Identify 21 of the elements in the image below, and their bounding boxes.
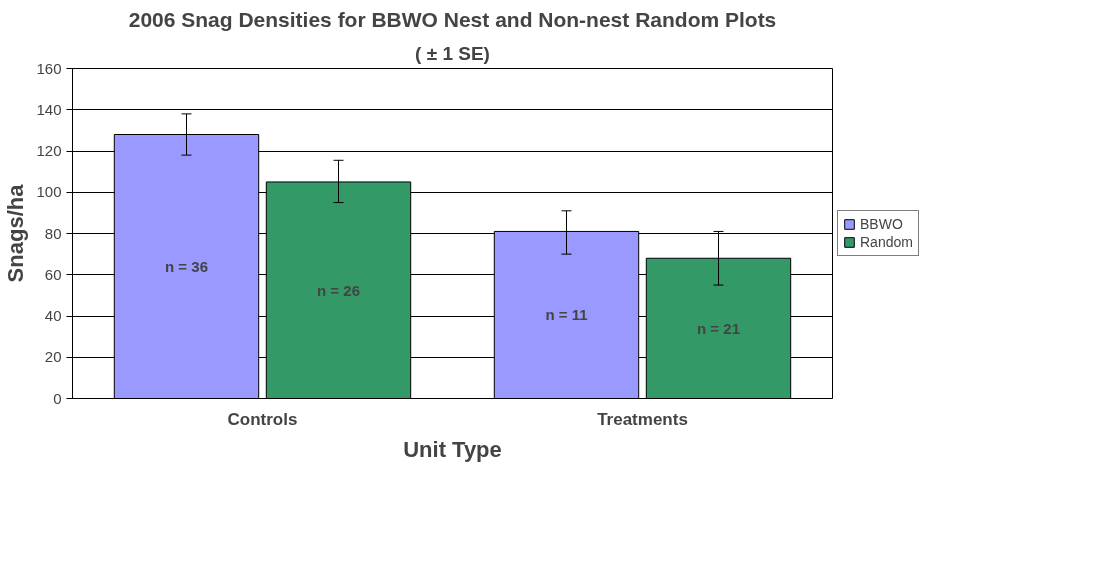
y-axis-title: Snags/ha [3,183,29,283]
y-tick-label: 20 [44,348,62,366]
chart-title: 2006 Snag Densities for BBWO Nest and Non-nest Random Plots [128,7,777,31]
x-tick-label: Treatments [597,409,688,429]
y-tick-label: 0 [53,389,62,407]
x-tick-label: Controls [227,409,298,429]
y-tick-label: 40 [44,307,62,324]
y-tick-label: 160 [36,59,62,77]
x-axis-title: Unit Type [403,436,502,462]
legend-label: Random [860,234,913,250]
annotation: n = 36 [165,258,208,275]
y-tick-label: 140 [36,100,62,118]
chart-subtitle: ( ± 1 SE) [415,42,490,64]
y-tick-label: 100 [36,183,62,201]
annotation: n = 21 [697,319,740,337]
annotation: n = 11 [545,306,588,324]
y-tick-label: 120 [36,142,62,159]
y-tick-label: 80 [44,224,62,242]
annotation: n = 26 [317,281,360,299]
legend-label: BBWO [860,216,903,232]
y-tick-label: 60 [44,265,62,283]
